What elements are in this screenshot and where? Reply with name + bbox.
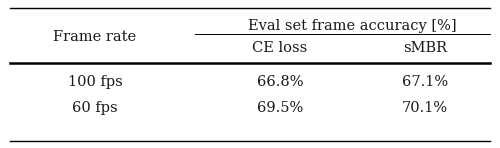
Text: CE loss: CE loss	[252, 41, 308, 55]
Text: 100 fps: 100 fps	[68, 75, 122, 89]
Text: 66.8%: 66.8%	[257, 75, 303, 89]
Text: sMBR: sMBR	[403, 41, 447, 55]
Text: Eval set frame accuracy [%]: Eval set frame accuracy [%]	[248, 19, 457, 33]
Text: Frame rate: Frame rate	[54, 30, 136, 44]
Text: 67.1%: 67.1%	[402, 75, 448, 89]
Text: 70.1%: 70.1%	[402, 101, 448, 115]
Text: 60 fps: 60 fps	[72, 101, 118, 115]
Text: 69.5%: 69.5%	[257, 101, 303, 115]
